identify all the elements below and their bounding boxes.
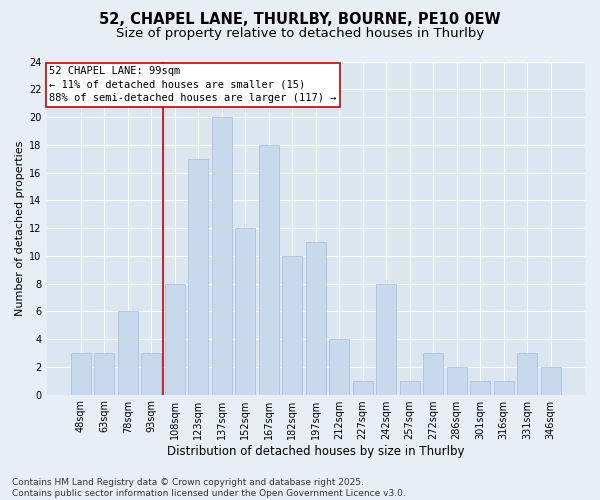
Bar (517, 353, 537, 395)
Bar (71, 353, 91, 395)
Text: 52, CHAPEL LANE, THURLBY, BOURNE, PE10 0EW: 52, CHAPEL LANE, THURLBY, BOURNE, PE10 0… (99, 12, 501, 28)
Bar (165, 284, 185, 395)
Bar (212, 117, 232, 394)
Bar (94, 353, 115, 395)
Bar (306, 242, 326, 394)
Text: Contains HM Land Registry data © Crown copyright and database right 2025.
Contai: Contains HM Land Registry data © Crown c… (12, 478, 406, 498)
Bar (188, 158, 208, 394)
Bar (446, 367, 467, 394)
Text: 52 CHAPEL LANE: 99sqm
← 11% of detached houses are smaller (15)
88% of semi-deta: 52 CHAPEL LANE: 99sqm ← 11% of detached … (49, 66, 337, 103)
Bar (541, 367, 560, 394)
Bar (235, 228, 256, 394)
Bar (353, 380, 373, 394)
Y-axis label: Number of detached properties: Number of detached properties (15, 140, 25, 316)
X-axis label: Distribution of detached houses by size in Thurlby: Distribution of detached houses by size … (167, 444, 464, 458)
Bar (423, 353, 443, 395)
Text: Size of property relative to detached houses in Thurlby: Size of property relative to detached ho… (116, 28, 484, 40)
Bar (376, 284, 396, 395)
Bar (400, 380, 419, 394)
Bar (470, 380, 490, 394)
Bar (259, 145, 279, 394)
Bar (329, 339, 349, 394)
Bar (142, 353, 161, 395)
Bar (118, 312, 138, 394)
Bar (494, 380, 514, 394)
Bar (283, 256, 302, 394)
